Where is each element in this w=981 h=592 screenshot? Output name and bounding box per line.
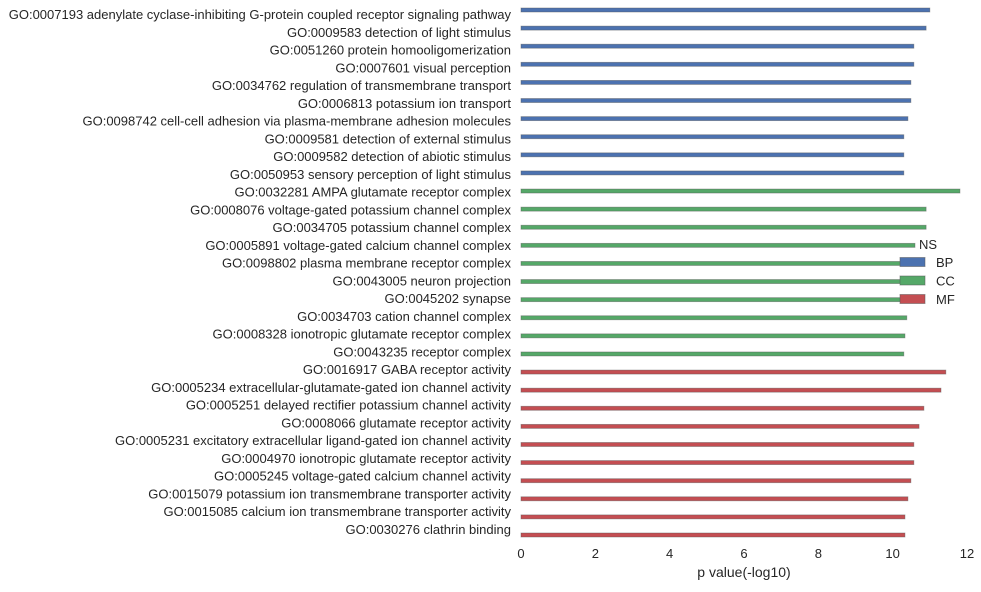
- category-label: GO:0043235 receptor complex: [333, 344, 511, 359]
- bar-mf: [520, 423, 920, 429]
- category-label: GO:0008066 glutamate receptor activity: [281, 415, 511, 430]
- bar-bp: [520, 80, 912, 85]
- category-label: GO:0005251 delayed rectifier potassium c…: [186, 398, 512, 413]
- bar-bp: [520, 98, 912, 103]
- category-label: GO:0008076 voltage-gated potassium chann…: [190, 202, 511, 217]
- bar-mf: [520, 460, 915, 465]
- category-label: GO:0008328 ionotropic glutamate receptor…: [213, 327, 512, 342]
- bar-bp: [520, 134, 905, 140]
- x-tick-label: 6: [740, 546, 747, 561]
- category-label: GO:0034703 cation channel complex: [297, 309, 511, 324]
- category-label: GO:0005231 excitatory extracellular liga…: [115, 433, 512, 448]
- bar-mf: [520, 405, 925, 411]
- bar-cc: [520, 333, 906, 339]
- category-label: GO:0043005 neuron projection: [332, 273, 511, 288]
- x-tick-label: 4: [666, 546, 673, 561]
- category-label: GO:0006813 potassium ion transport: [298, 96, 512, 111]
- legend: NS BP CC MF: [899, 237, 955, 307]
- bar-bp: [520, 7, 931, 13]
- bar-mf: [520, 496, 909, 502]
- bar-mf: [520, 478, 912, 484]
- category-label: GO:0015079 potassium ion transmembrane t…: [148, 486, 511, 501]
- x-tick-label: 12: [960, 546, 974, 561]
- category-label: GO:0007601 visual perception: [335, 60, 511, 75]
- legend-label: BP: [936, 255, 953, 270]
- x-tick-label: 8: [815, 546, 822, 561]
- bar-bp: [520, 43, 915, 49]
- category-label: GO:0045202 synapse: [385, 291, 511, 306]
- category-label: GO:0009581 detection of external stimulu…: [265, 131, 512, 146]
- category-label: GO:0005234 extracellular-glutamate-gated…: [151, 380, 511, 395]
- bar-cc: [520, 206, 927, 212]
- x-tick-label: 0: [517, 546, 524, 561]
- legend-label: MF: [936, 292, 955, 307]
- bar-cc: [520, 224, 927, 230]
- category-label: GO:0098802 plasma membrane receptor comp…: [222, 256, 512, 271]
- x-tick-label: 10: [885, 546, 899, 561]
- category-label: GO:0034762 regulation of transmembrane t…: [212, 78, 512, 93]
- bar-mf: [520, 532, 906, 538]
- bar-cc: [520, 261, 912, 266]
- category-label: GO:0007193 adenylate cyclase-inhibiting …: [9, 7, 512, 22]
- legend-title: NS: [919, 237, 937, 252]
- x-axis-label: p value(-log10): [697, 564, 790, 580]
- bar-cc: [520, 351, 905, 357]
- category-label: GO:0030276 clathrin binding: [345, 522, 511, 537]
- x-axis-ticks: 0 2 4 6 8 10 12: [517, 546, 974, 561]
- legend-swatch-bp: [899, 257, 926, 267]
- category-label: GO:0009582 detection of abiotic stimulus: [273, 149, 511, 164]
- category-label: GO:0016917 GABA receptor activity: [303, 362, 512, 377]
- bar-cc: [520, 279, 910, 284]
- bar-bp: [520, 152, 905, 158]
- bar-mf: [520, 442, 915, 447]
- category-label: GO:0098742 cell-cell adhesion via plasma…: [82, 114, 511, 129]
- bar-bp: [520, 61, 915, 67]
- category-label: GO:0005245 voltage-gated calcium channel…: [214, 469, 512, 484]
- bar-cc: [520, 297, 910, 303]
- bars: [520, 7, 961, 538]
- category-label: GO:0051260 protein homooligomerization: [270, 43, 511, 58]
- legend-swatch-mf: [899, 294, 926, 304]
- bar-cc: [520, 242, 916, 248]
- category-label: GO:0009583 detection of light stimulus: [287, 25, 512, 40]
- legend-swatch-cc: [899, 275, 926, 286]
- category-label: GO:0032281 AMPA glutamate receptor compl…: [234, 185, 511, 200]
- bar-bp: [520, 25, 927, 31]
- bar-cc: [520, 188, 961, 194]
- category-label: GO:0004970 ionotropic glutamate receptor…: [221, 451, 511, 466]
- bar-bp: [520, 116, 909, 122]
- x-tick-label: 2: [592, 546, 599, 561]
- bar-mf: [520, 514, 906, 520]
- bar-mf: [520, 369, 947, 375]
- category-labels: GO:0007193 adenylate cyclase-inhibiting …: [9, 7, 512, 537]
- category-label: GO:0005891 voltage-gated calcium channel…: [205, 238, 511, 253]
- legend-label: CC: [936, 274, 955, 289]
- bar-mf: [520, 387, 942, 393]
- bar-cc: [520, 315, 908, 321]
- bar-bp: [520, 170, 905, 176]
- category-label: GO:0015085 calcium ion transmembrane tra…: [163, 504, 511, 519]
- category-label: GO:0034705 potassium channel complex: [273, 220, 512, 235]
- category-label: GO:0050953 sensory perception of light s…: [230, 167, 512, 182]
